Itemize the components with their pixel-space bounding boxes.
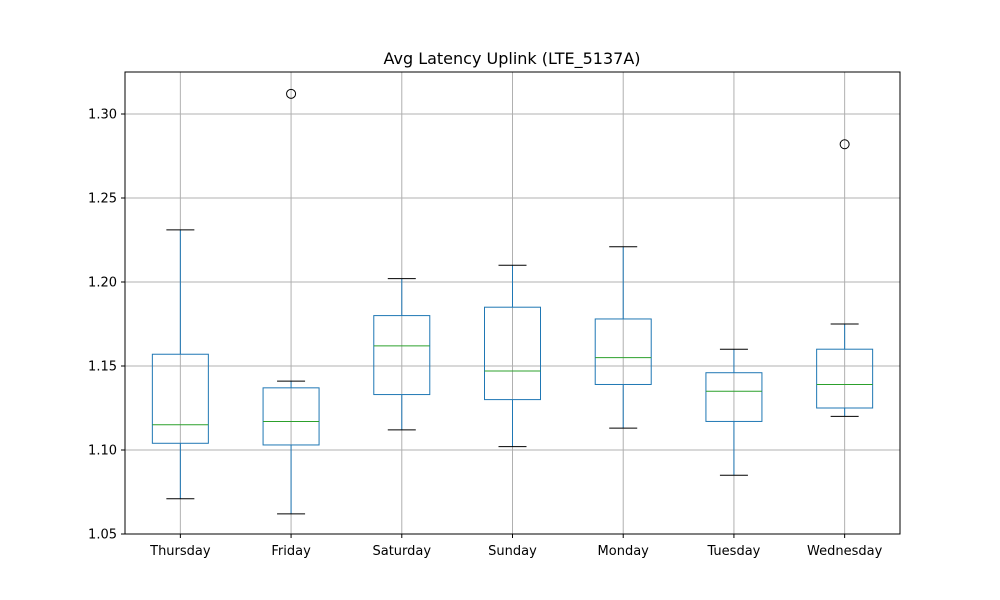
outlier-point <box>839 139 850 150</box>
x-tick-label: Tuesday <box>706 544 760 559</box>
box-wednesday <box>816 139 874 417</box>
box-sunday <box>484 264 541 448</box>
iqr-box <box>594 318 652 385</box>
chart-title: Avg Latency Uplink (LTE_5137A) <box>383 49 640 69</box>
box-friday <box>262 88 320 515</box>
y-tick-label: 1.25 <box>88 192 117 207</box>
x-tick-label: Sunday <box>488 544 537 559</box>
iqr-box <box>705 372 763 422</box>
iqr-box <box>484 306 541 401</box>
boxes <box>151 88 874 515</box>
box-monday <box>594 246 652 429</box>
plot-frame <box>124 71 901 535</box>
y-tick-label: 1.15 <box>88 360 117 375</box>
x-tick-label: Wednesday <box>807 544 883 559</box>
x-tick-label: Thursday <box>149 544 211 559</box>
y-tick-label: 1.05 <box>88 528 117 543</box>
grid-lines <box>125 72 900 535</box>
box-tuesday <box>705 348 763 476</box>
y-tick-label: 1.30 <box>88 108 117 123</box>
y-axis: 1.05 1.10 1.15 1.20 1.25 1.30 <box>88 108 125 543</box>
y-tick-label: 1.10 <box>88 444 117 459</box>
box-thursday <box>151 229 209 500</box>
x-tick-label: Friday <box>271 544 311 559</box>
iqr-box <box>262 387 320 446</box>
x-axis: Thursday Friday Saturday Sunday Monday Tuesda… <box>149 534 883 559</box>
box-saturday <box>373 278 431 431</box>
iqr-box <box>373 315 431 396</box>
x-tick-label: Saturday <box>372 544 431 559</box>
iqr-box <box>151 353 209 444</box>
x-tick-label: Monday <box>598 544 650 559</box>
outlier-point <box>286 88 297 99</box>
y-tick-label: 1.20 <box>88 276 117 291</box>
iqr-box <box>816 348 874 409</box>
